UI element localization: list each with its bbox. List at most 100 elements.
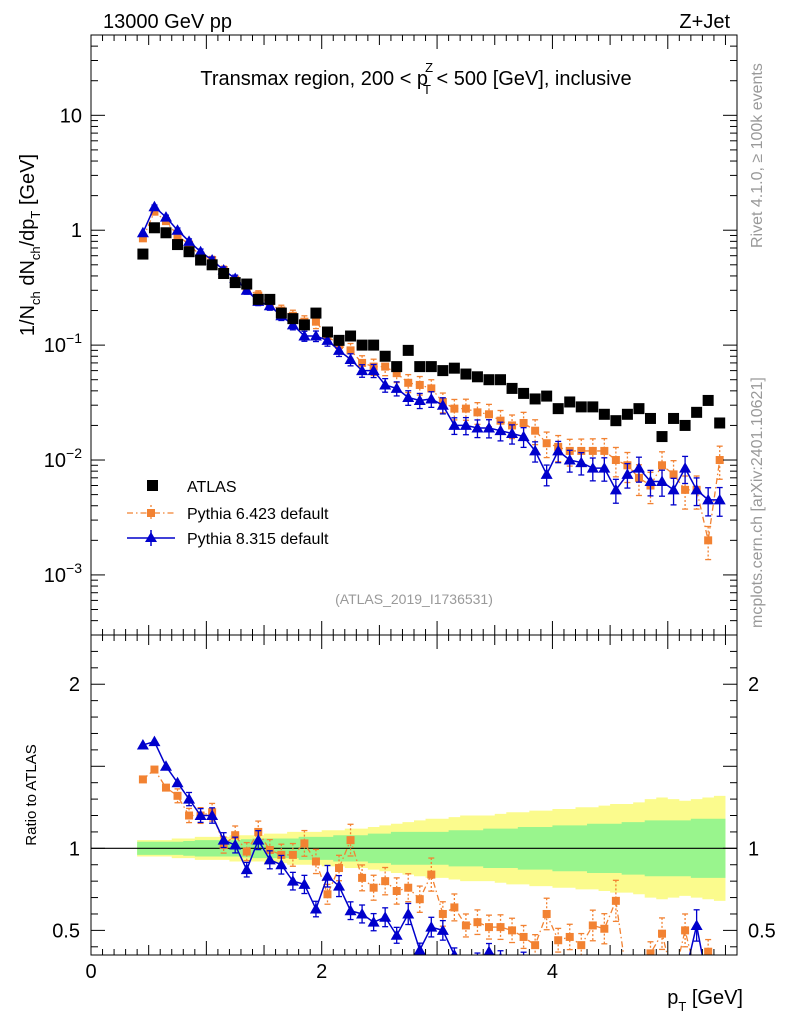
ratio-pythia8-point [483,945,495,955]
pythia8-point [529,444,542,456]
ratio-pythia8-point [367,916,380,927]
analysis-id-label: (ATLAS_2019_I1736531) [335,591,493,607]
pythia6-point [484,410,493,419]
ratio-pythia6-point [646,949,655,955]
y-tick-label-base: 10 [44,450,66,472]
atlas-point [552,403,564,415]
atlas-point [541,390,553,402]
pythia8-line [142,205,720,501]
ratio-pythia6-point [484,923,493,932]
pythia8-point [183,235,196,246]
pythia8-point [644,475,657,487]
pythia6-point [173,231,182,240]
pythia8-point [702,493,715,505]
pythia8-point [459,419,472,430]
ratio-pythia6-point [554,936,563,945]
pythia6-point [681,485,690,494]
ratio-pythia8-point [690,919,703,930]
ratio-pythia6-point [335,864,344,873]
ratio-pythia6-point [346,836,355,845]
ratio-pythia8-point [529,967,541,978]
y-tick-label: 10−1 [44,330,82,357]
pythia8-point [148,200,161,212]
ratio-pythia8-point [206,809,219,821]
y-label-sub: ch [28,246,43,260]
pythia6-point [715,456,724,465]
y-label-part: /dp [17,219,39,247]
ratio-axis-ticks [90,634,738,955]
ratio-pythia8-point [460,960,472,971]
ratio-pythia6-point [358,873,367,882]
pythia8-point [609,483,622,495]
pythia6-point [669,470,678,479]
atlas-point [356,339,368,351]
pythia8-point [598,462,611,473]
atlas-point [506,382,518,394]
legend-label-pythia8: Pythia 8.315 default [187,531,329,548]
ratio-pythia8-point [286,875,299,886]
ratio-pythia6-point [658,929,667,938]
pythia8-point [390,382,403,393]
ratio-pythia8-point [413,944,426,955]
y-tick-label-exponent: −3 [66,560,82,576]
atlas-point [610,415,622,427]
atlas-point [495,374,507,386]
ratio-pythia8-point [498,952,503,955]
atlas-point [206,259,218,271]
ratio-pythia8-point [229,839,242,850]
ratio-pythia6-point [185,811,194,820]
ratio-pythia6-point [173,791,182,800]
y-label-sub: T [28,211,43,219]
atlas-point [564,396,576,408]
ratio-pythia6-point [704,947,713,955]
plot-title-superscript: Z [425,60,433,75]
ratio-pythia8-point [217,834,230,845]
ratio-pythia8-point [714,974,726,985]
atlas-point [321,326,333,338]
pythia6-point [542,439,551,448]
ratio-pythia6-point [577,941,586,950]
main-axis-ticks [90,34,738,636]
pythia6-point [658,461,667,470]
ratio-pythia6-point [392,887,401,895]
pythia6-point [461,404,470,413]
atlas-point [137,248,149,260]
main-series-group [136,200,726,561]
ratio-pythia8-point [436,924,449,935]
atlas-point [691,406,703,418]
ratio-pythia6-point [311,857,320,866]
pythia8-series [136,200,726,517]
main-y-axis-label: 1/Nch dNch/dpT [GeV] [17,154,43,336]
pythia8-point [540,468,553,479]
atlas-point [679,419,691,431]
ratio-pythia6-point [461,921,470,930]
ratio-pythia6-point [519,932,528,941]
pythia8-point [344,353,357,364]
legend-marker-pythia8 [145,532,157,542]
atlas-point [633,403,645,415]
atlas-point [598,408,610,420]
ratio-pythia6-point [542,909,551,918]
ratio-pythia8-point [450,949,458,955]
ratio-pythia8-point [425,921,438,932]
ratio-plot-frame [90,634,738,956]
plot-title: Transmax region, 200 < pZ T < 500 [GeV], … [200,60,631,97]
y-label-part: 1/N [17,305,39,336]
atlas-point [402,344,414,356]
ratio-pythia8-point [136,738,149,750]
ratio-pythia6-point [438,909,447,918]
plot-title-main: Transmax region, 200 < p [200,68,428,90]
atlas-point [345,330,357,342]
pythia6-point [519,418,528,427]
pythia8-point [482,421,495,433]
x-tick-label: 4 [547,961,558,983]
ratio-pythia6-point [231,831,240,840]
plot-title-range: < 500 [GeV], inclusive [431,68,632,90]
atlas-point [483,374,495,386]
pythia6-point [138,234,147,243]
ratio-pythia8-point [402,907,415,919]
pythia6-point [404,378,413,387]
atlas-point [160,227,172,239]
atlas-point [287,313,299,325]
y-tick-label-base: 10 [44,565,66,587]
